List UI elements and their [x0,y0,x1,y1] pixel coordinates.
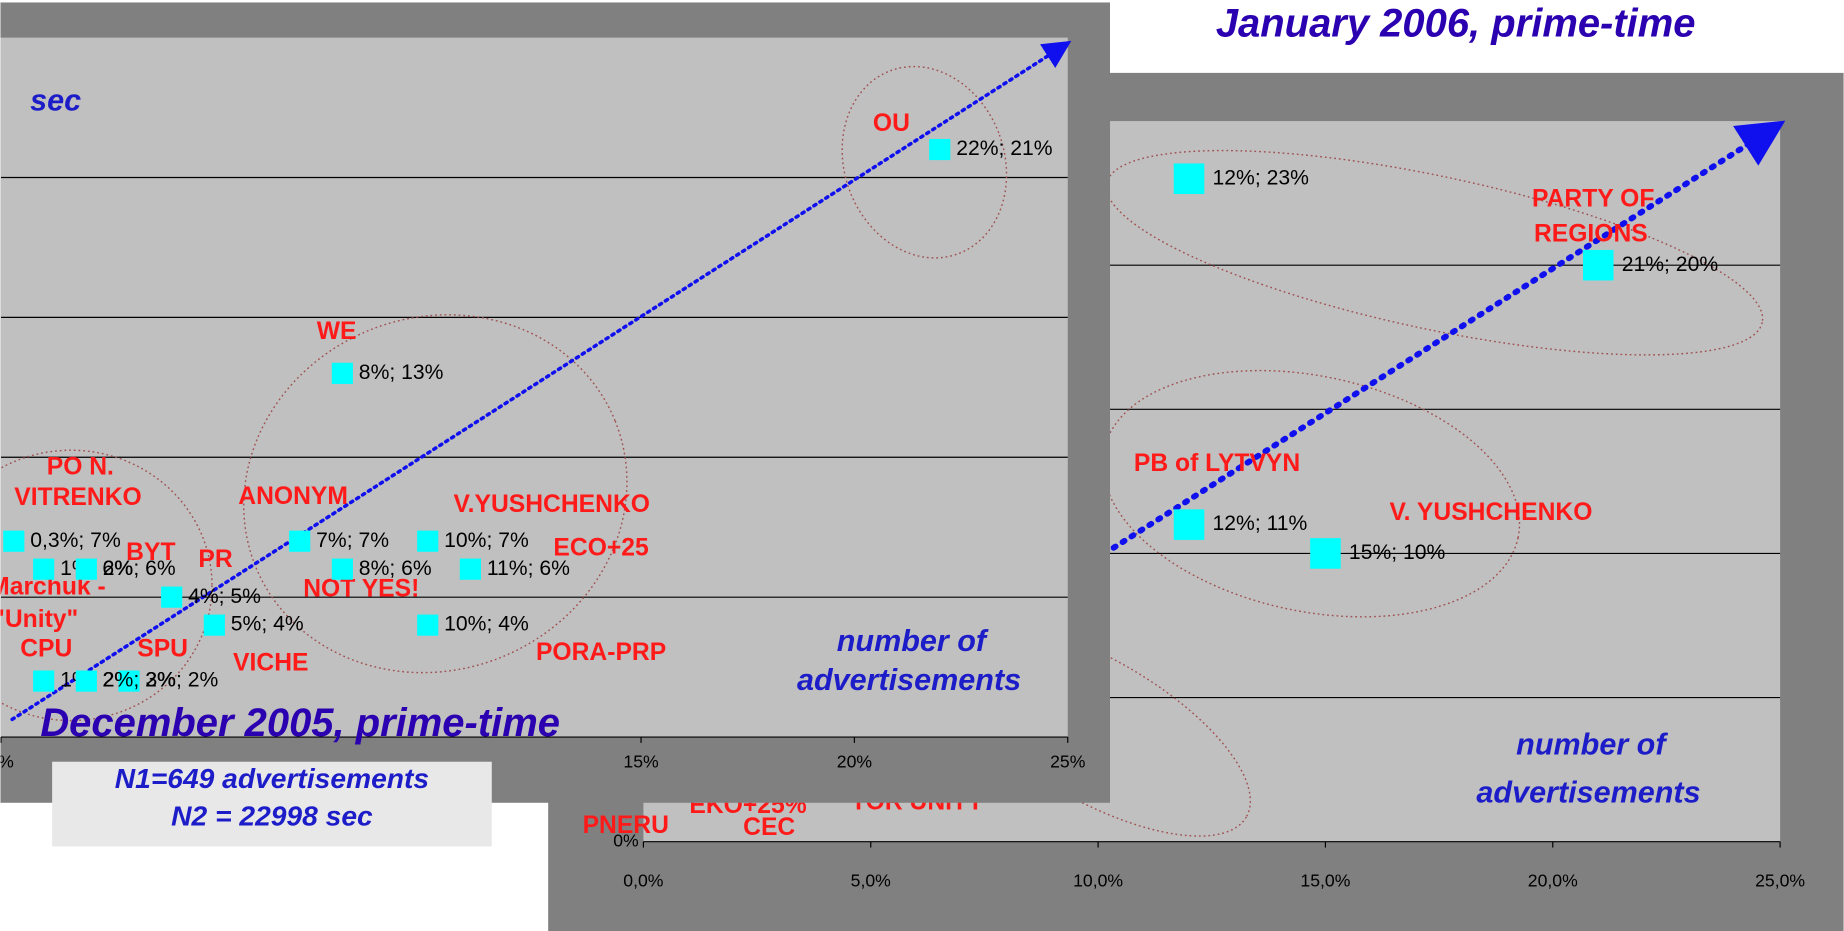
data-point [33,670,55,692]
chart-title: January 2006, prime-time [1216,1,1696,45]
trend-line [1110,120,1786,551]
cluster-outline [841,65,1008,259]
x-axis-label: number of [837,624,989,658]
party-label: CPU [20,636,72,663]
party-label: REGIONS [1534,221,1648,248]
x-tick-label: 20,0% [1528,870,1578,890]
party-label: ANONYM [238,483,348,510]
party-label: BYT [126,539,175,566]
x-tick-label: 15,0% [1300,870,1350,890]
party-label: PB of LYTVYN [1134,450,1300,477]
point-label: 3%; 2% [145,669,218,692]
x-axis-label: advertisements [1476,776,1700,810]
point-label: 2%; 2% [103,669,176,692]
point-label: 0,3%; 7% [30,529,121,552]
point-label: 10%; 4% [444,613,529,636]
data-point [1582,249,1614,281]
point-label: 21%; 20% [1622,253,1719,276]
x-tick-label: 20% [837,752,873,772]
data-point [33,558,55,580]
plot-area [0,37,1068,738]
party-label: CEC [743,814,795,841]
data-point [75,558,97,580]
trend-line [10,40,1072,722]
point-label: 8%; 13% [359,361,444,384]
point-label: 12%; 11% [1213,512,1308,535]
party-label: ECO+25 [553,534,649,561]
point-label: 11%; 6% [487,557,570,580]
x-tick-label: 25,0% [1755,870,1805,890]
party-label: WE [317,318,357,345]
party-label: OU [873,110,910,137]
point-label: 7%; 7% [316,529,389,552]
y-tick-label: 0% [613,830,639,850]
data-point [75,670,97,692]
point-label: 8%; 6% [359,557,432,580]
x-tick-label: 25% [1050,752,1086,772]
december-chart: 0% 15% 20% 25% sec number of advertisements OU W… [0,2,1111,803]
point-label: 12%; 23% [1213,166,1310,189]
point-label: 15%; 10% [1349,541,1446,564]
data-point [417,530,439,552]
party-label: PNERU [583,812,669,839]
point-label: 10%; 7% [444,529,529,552]
chart-title: December 2005, prime-time [40,701,560,745]
party-label: SPU [137,636,188,663]
point-label: 4%; 5% [188,585,261,608]
x-axis-label: number of [1516,728,1668,762]
data-point [459,558,481,580]
party-label: PORA-PRP [536,639,666,666]
party-label: NOT YES! [303,576,419,603]
party-label: PR [198,546,232,573]
data-point [1173,163,1205,195]
party-label: VICHE [233,650,308,677]
note: N1=649 advertisements [115,762,429,794]
data-point [929,138,951,161]
data-point [3,530,25,552]
data-point [331,558,353,580]
data-point [203,614,225,636]
party-label: PARTY OF [1532,185,1654,212]
x-tick-label: 0,0% [623,870,664,890]
data-point [331,362,353,384]
y-axis-label: sec [30,83,81,117]
point-label: 5%; 4% [231,613,304,636]
data-point [1310,538,1341,569]
x-tick-label: 5,0% [851,870,892,890]
party-label: "Unity" [0,606,78,633]
cluster-outline [243,314,628,674]
point-label: 22%; 21% [956,137,1053,160]
x-tick-label: 0% [0,752,14,772]
data-point [161,586,183,608]
data-point [1173,509,1205,540]
x-axis-label: advertisements [797,663,1021,697]
point-label: 2%; 6% [103,557,176,580]
party-label: V. YUSHCHENKO [1389,499,1592,526]
party-label: VITRENKO [14,484,141,511]
x-tick-label: 10,0% [1073,870,1123,890]
party-label: PO N. [47,453,114,480]
data-point [118,670,140,692]
x-tick-label: 15% [623,752,659,772]
data-point [289,530,311,552]
party-label: V.YUSHCHENKO [453,491,650,518]
note: N2 = 22998 sec [171,800,373,832]
note-box [52,761,492,847]
data-point [417,614,439,636]
